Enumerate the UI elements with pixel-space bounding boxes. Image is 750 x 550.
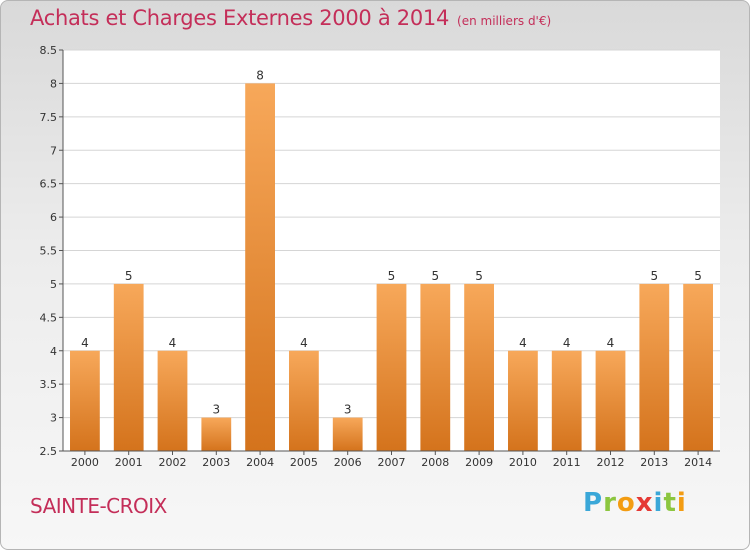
data-label: 3 <box>212 403 220 417</box>
bar <box>551 350 582 451</box>
x-tick-label: 2011 <box>553 456 581 469</box>
y-tick-label: 6 <box>50 211 57 224</box>
x-tick-label: 2003 <box>202 456 230 469</box>
x-tick-label: 2013 <box>640 456 668 469</box>
bar <box>595 350 626 451</box>
y-tick-label: 4.5 <box>40 311 58 324</box>
chart-title: Achats et Charges Externes 2000 à 2014 (e… <box>30 6 551 30</box>
data-label: 4 <box>563 336 571 350</box>
x-tick-label: 2009 <box>465 456 493 469</box>
bar <box>332 417 363 451</box>
y-tick-label: 2.5 <box>40 445 58 458</box>
y-tick-label: 5.5 <box>40 245 58 258</box>
data-label: 5 <box>431 269 439 283</box>
bar <box>639 283 670 451</box>
y-tick-label: 4 <box>50 345 57 358</box>
y-tick-label: 5 <box>50 278 57 291</box>
x-tick-label: 2005 <box>290 456 318 469</box>
data-label: 5 <box>650 269 658 283</box>
proxiti-logo: Proxiti <box>583 488 687 518</box>
bar <box>70 350 100 451</box>
bar <box>245 83 275 452</box>
x-tick-label: 2008 <box>421 456 449 469</box>
x-tick-label: 2006 <box>334 456 362 469</box>
data-label: 4 <box>169 336 177 350</box>
bar <box>420 283 451 451</box>
x-tick-label: 2010 <box>509 456 537 469</box>
bar <box>157 350 188 451</box>
data-label: 5 <box>475 269 483 283</box>
data-label: 4 <box>300 336 308 350</box>
x-tick-label: 2004 <box>246 456 274 469</box>
bars: 4 5 4 3 8 4 3 5 5 5 4 4 4 5 5 <box>70 68 713 452</box>
x-tick-label: 2000 <box>71 456 99 469</box>
chart-subtitle: (en milliers d'€) <box>457 14 552 28</box>
location-label: SAINTE-CROIX <box>30 494 167 518</box>
bar <box>201 417 232 451</box>
y-tick-label: 8 <box>50 77 57 90</box>
x-tick-label: 2007 <box>378 456 406 469</box>
bar <box>289 350 319 451</box>
y-tick-label: 3.5 <box>40 378 58 391</box>
data-label: 5 <box>388 269 396 283</box>
y-tick-label: 8.5 <box>40 44 58 57</box>
x-tick-label: 2001 <box>115 456 143 469</box>
axes: 2.5 3 3.5 4 4.5 5 5.5 6 6.5 7 7.5 8 8.5 2000 2001 2002 2… <box>40 44 720 469</box>
x-tick-label: 2002 <box>159 456 187 469</box>
data-label: 8 <box>256 68 264 82</box>
data-label: 4 <box>607 336 615 350</box>
y-tick-label: 6.5 <box>40 178 58 191</box>
data-label: 5 <box>694 269 702 283</box>
bar <box>464 283 494 451</box>
y-tick-label: 7.5 <box>40 111 58 124</box>
x-tick-label: 2014 <box>684 456 712 469</box>
bar <box>376 283 407 451</box>
y-tick-label: 3 <box>50 412 57 425</box>
chart-title-text: Achats et Charges Externes 2000 à 2014 <box>30 6 450 30</box>
bar <box>508 350 538 451</box>
data-label: 5 <box>125 269 133 283</box>
x-tick-label: 2012 <box>597 456 625 469</box>
y-tick-label: 7 <box>50 144 57 157</box>
bar <box>113 283 144 451</box>
data-label: 4 <box>81 336 89 350</box>
data-label: 3 <box>344 403 352 417</box>
data-label: 4 <box>519 336 527 350</box>
bar <box>683 283 713 451</box>
